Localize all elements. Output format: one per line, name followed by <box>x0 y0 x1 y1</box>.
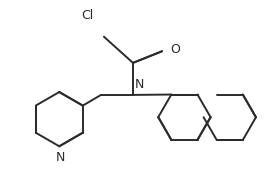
Text: N: N <box>56 151 65 164</box>
Text: O: O <box>170 43 180 56</box>
Text: N: N <box>135 78 144 91</box>
Text: Cl: Cl <box>81 9 93 22</box>
